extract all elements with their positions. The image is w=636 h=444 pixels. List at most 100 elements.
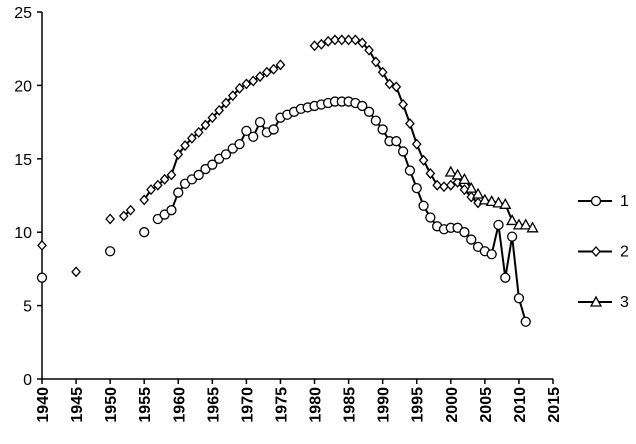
legend-label: 2 — [620, 244, 629, 261]
x-tick-label: 1965 — [205, 387, 222, 423]
marker — [37, 239, 47, 251]
x-tick-label: 1995 — [410, 387, 427, 423]
marker — [125, 204, 136, 216]
series — [36, 96, 531, 327]
marker — [220, 149, 232, 160]
marker — [411, 183, 422, 194]
y-tick-label: 0 — [23, 372, 32, 389]
x-tick-label: 1990 — [376, 387, 393, 423]
marker — [444, 165, 457, 177]
marker — [465, 181, 478, 193]
marker — [357, 37, 368, 49]
marker — [364, 44, 374, 56]
marker — [526, 221, 539, 233]
marker — [193, 169, 204, 181]
marker — [493, 219, 504, 231]
marker — [499, 197, 512, 209]
y-tick-label: 10 — [14, 225, 32, 242]
marker — [254, 116, 266, 128]
x-tick-label: 1955 — [137, 387, 154, 423]
x-tick-label: 1975 — [273, 387, 290, 423]
legend-marker — [590, 195, 602, 207]
marker — [405, 118, 415, 130]
x-tick-label: 2015 — [546, 387, 563, 423]
marker — [398, 99, 408, 110]
marker — [336, 34, 347, 46]
marker — [71, 266, 81, 278]
marker — [105, 213, 116, 225]
legend-label: 3 — [620, 294, 629, 311]
marker — [363, 106, 375, 117]
marker — [166, 205, 177, 216]
marker — [370, 56, 381, 68]
marker — [350, 34, 361, 46]
marker — [221, 97, 231, 109]
marker — [500, 272, 511, 283]
series-line — [157, 100, 527, 323]
marker — [506, 214, 519, 226]
y-tick-label: 20 — [14, 78, 32, 95]
marker — [520, 316, 531, 327]
marker — [234, 138, 245, 150]
marker — [370, 115, 382, 126]
marker — [492, 196, 505, 208]
marker — [193, 126, 204, 138]
marker — [425, 212, 436, 223]
marker — [173, 187, 184, 198]
marker — [459, 227, 470, 238]
x-tick-label: 1945 — [69, 387, 86, 423]
marker — [227, 90, 238, 102]
marker — [159, 173, 170, 185]
marker — [466, 234, 477, 245]
x-tick-label: 2010 — [512, 387, 529, 423]
marker — [458, 173, 471, 185]
marker — [234, 82, 245, 94]
marker — [519, 218, 532, 230]
marker — [187, 132, 197, 144]
marker — [200, 119, 211, 131]
marker — [316, 38, 327, 50]
marker — [357, 100, 368, 112]
x-tick-label: 1980 — [308, 387, 325, 423]
marker — [275, 59, 286, 71]
marker — [214, 104, 225, 116]
marker — [36, 272, 48, 283]
marker — [207, 112, 218, 124]
marker — [309, 40, 320, 52]
marker — [439, 181, 449, 193]
marker — [486, 249, 497, 260]
marker — [241, 78, 252, 90]
marker — [241, 125, 252, 137]
marker — [418, 154, 429, 166]
marker — [139, 194, 150, 206]
marker — [261, 66, 272, 78]
x-tick-label: 1985 — [342, 387, 359, 423]
marker — [139, 227, 150, 238]
x-tick-label: 1940 — [35, 387, 52, 423]
x-tick-label: 1960 — [171, 387, 188, 423]
marker — [432, 179, 443, 191]
marker — [248, 75, 259, 87]
marker — [255, 71, 265, 83]
marker — [104, 246, 116, 257]
marker — [425, 168, 436, 179]
marker — [397, 146, 409, 157]
marker — [451, 168, 464, 180]
marker — [146, 184, 156, 196]
y-tick-label: 25 — [14, 5, 32, 22]
marker — [343, 34, 354, 46]
marker — [485, 195, 498, 207]
y-tick-label: 15 — [14, 152, 32, 169]
marker — [445, 179, 456, 191]
x-tick-label: 2005 — [478, 387, 495, 423]
marker — [471, 187, 485, 199]
marker — [411, 138, 422, 150]
legend-marker — [589, 295, 603, 307]
marker — [248, 131, 259, 142]
legend-marker — [591, 246, 601, 257]
marker — [391, 81, 402, 93]
marker — [268, 63, 279, 75]
marker — [207, 159, 218, 170]
series — [37, 34, 483, 278]
